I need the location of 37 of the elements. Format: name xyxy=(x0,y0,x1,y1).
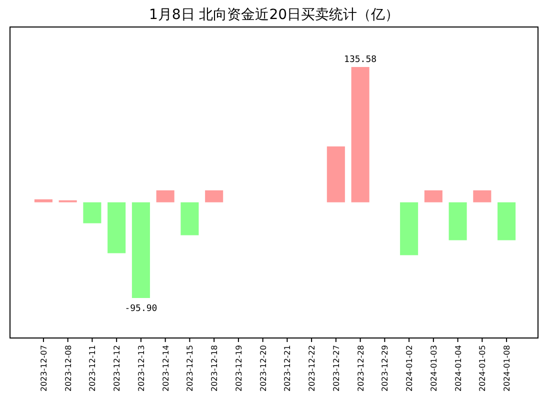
bar xyxy=(498,202,516,240)
x-tick-label: 2024-01-04 xyxy=(454,345,463,392)
x-tick-label: 2023-12-18 xyxy=(210,345,220,392)
x-tick-label: 2023-12-20 xyxy=(258,345,268,392)
x-tick-label: 2024-01-08 xyxy=(502,345,512,392)
bar xyxy=(132,202,150,298)
x-tick-label: 2024-01-05 xyxy=(478,345,488,392)
x-tick-label: 2023-12-12 xyxy=(112,345,122,392)
bar xyxy=(156,190,174,202)
x-tick-label: 2024-01-02 xyxy=(405,345,414,392)
bar xyxy=(351,67,370,202)
x-tick-label: 2023-12-19 xyxy=(234,345,244,392)
bar xyxy=(108,202,126,254)
x-tick-label: 2023-12-11 xyxy=(88,345,98,392)
x-tick-label: 2023-12-13 xyxy=(136,345,146,392)
bar xyxy=(400,202,418,256)
bar xyxy=(180,202,199,236)
x-tick-label: 2023-12-21 xyxy=(283,345,292,392)
data-label: 135.58 xyxy=(344,55,377,65)
bar xyxy=(448,202,467,240)
x-tick-label: 2023-12-27 xyxy=(332,345,341,392)
bar xyxy=(473,190,492,202)
x-tick-label: 2023-12-28 xyxy=(356,345,366,392)
x-tick-label: 2023-12-08 xyxy=(64,345,73,392)
bar xyxy=(83,202,102,224)
x-tick-label: 2023-12-07 xyxy=(39,345,48,392)
data-label: -95.90 xyxy=(124,304,158,314)
bar xyxy=(424,190,442,202)
x-tick-label: 2023-12-14 xyxy=(161,345,170,392)
x-tick-label: 2023-12-22 xyxy=(308,345,317,392)
chart-title: 1月8日 北向资金近20日买卖统计（亿） xyxy=(148,7,400,23)
x-tick-label: 2024-01-03 xyxy=(429,345,438,392)
bar xyxy=(34,199,52,202)
x-tick-label: 2023-12-15 xyxy=(186,345,195,392)
bar xyxy=(326,146,345,202)
bar xyxy=(205,190,224,202)
x-tick-label: 2023-12-29 xyxy=(380,345,390,392)
